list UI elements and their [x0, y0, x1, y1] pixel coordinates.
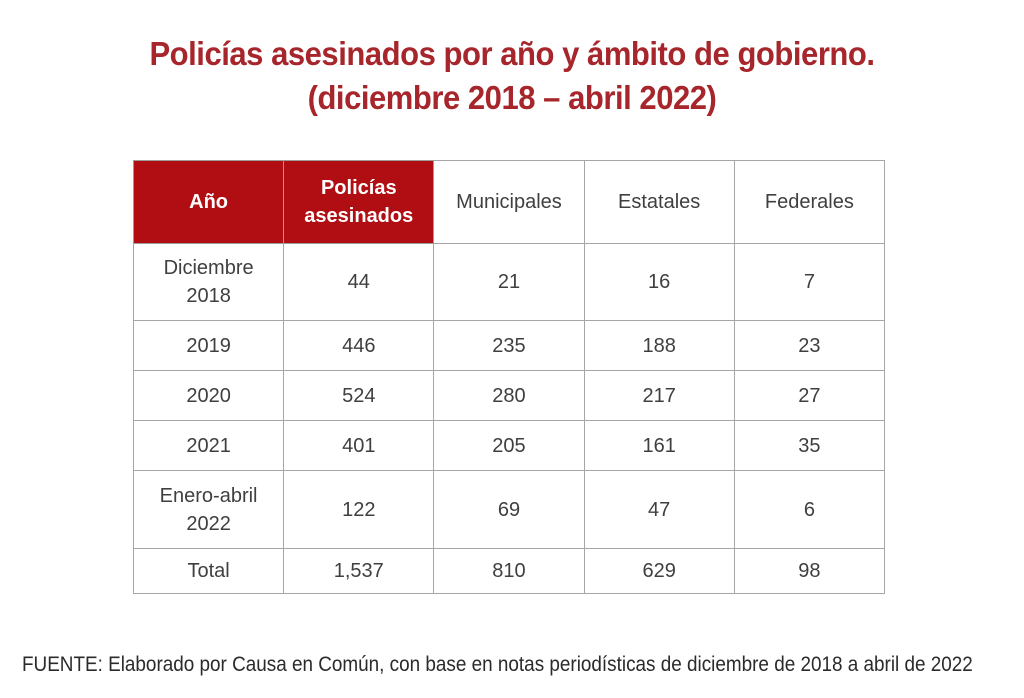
table-row: Total 1,537 810 629 98	[132, 548, 886, 594]
value-cell: 524	[283, 370, 435, 421]
value-cell: 6	[733, 470, 886, 549]
value-cell: 1,537	[283, 548, 435, 594]
value-cell: 161	[583, 420, 735, 471]
page-title: Policías asesinados por año y ámbito de …	[31, 32, 994, 119]
column-header-a-o: Año	[132, 160, 285, 244]
page-title-line1: Policías asesinados por año y ámbito de …	[149, 35, 875, 72]
value-cell: 7	[733, 243, 886, 321]
value-cell: 23	[733, 320, 886, 371]
row-label-cell: 2019	[132, 320, 285, 371]
value-cell: 98	[733, 548, 886, 594]
value-cell: 446	[283, 320, 435, 371]
value-cell: 188	[583, 320, 735, 371]
value-cell: 21	[433, 243, 585, 321]
value-cell: 44	[283, 243, 435, 321]
value-cell: 47	[583, 470, 735, 549]
value-cell: 35	[733, 420, 886, 471]
table-row: 2019 446 235 188 23	[132, 320, 886, 371]
column-header-federales: Federales	[733, 160, 886, 244]
table-header-row: Año Policías asesinados Municipales Estatal…	[132, 160, 886, 244]
value-cell: 27	[733, 370, 886, 421]
value-cell: 69	[433, 470, 585, 549]
column-header-municipales: Municipales	[433, 160, 585, 244]
value-cell: 401	[283, 420, 435, 471]
source-note: FUENTE: Elaborado por Causa en Común, co…	[22, 653, 973, 676]
value-cell: 235	[433, 320, 585, 371]
table-row: Enero-abril 2022 122 69 47 6	[132, 470, 886, 549]
table-row: 2020 524 280 217 27	[132, 370, 886, 421]
value-cell: 16	[583, 243, 735, 321]
value-cell: 629	[583, 548, 735, 594]
table-row: 2021 401 205 161 35	[132, 420, 886, 471]
value-cell: 810	[433, 548, 585, 594]
row-label-cell: Total	[132, 548, 285, 594]
value-cell: 280	[433, 370, 585, 421]
table-header: Año Policías asesinados Municipales Estatal…	[132, 160, 886, 244]
row-label-cell: 2020	[132, 370, 285, 421]
table-row: Diciembre 2018 44 21 16 7	[132, 243, 886, 321]
value-cell: 122	[283, 470, 435, 549]
value-cell: 217	[583, 370, 735, 421]
column-header-estatales: Estatales	[583, 160, 735, 244]
row-label-cell: Enero-abril 2022	[132, 470, 285, 549]
page-title-line2: (diciembre 2018 – abril 2022)	[307, 78, 717, 116]
column-header-polic-as-asesinados: Policías asesinados	[283, 160, 435, 244]
table-body: Diciembre 2018 44 21 16 7 2019 446 235 188 23 2020…	[132, 243, 886, 594]
row-label-cell: 2021	[132, 420, 285, 471]
row-label-cell: Diciembre 2018	[132, 243, 285, 321]
value-cell: 205	[433, 420, 585, 471]
data-table: Año Policías asesinados Municipales Estatal…	[132, 160, 886, 594]
